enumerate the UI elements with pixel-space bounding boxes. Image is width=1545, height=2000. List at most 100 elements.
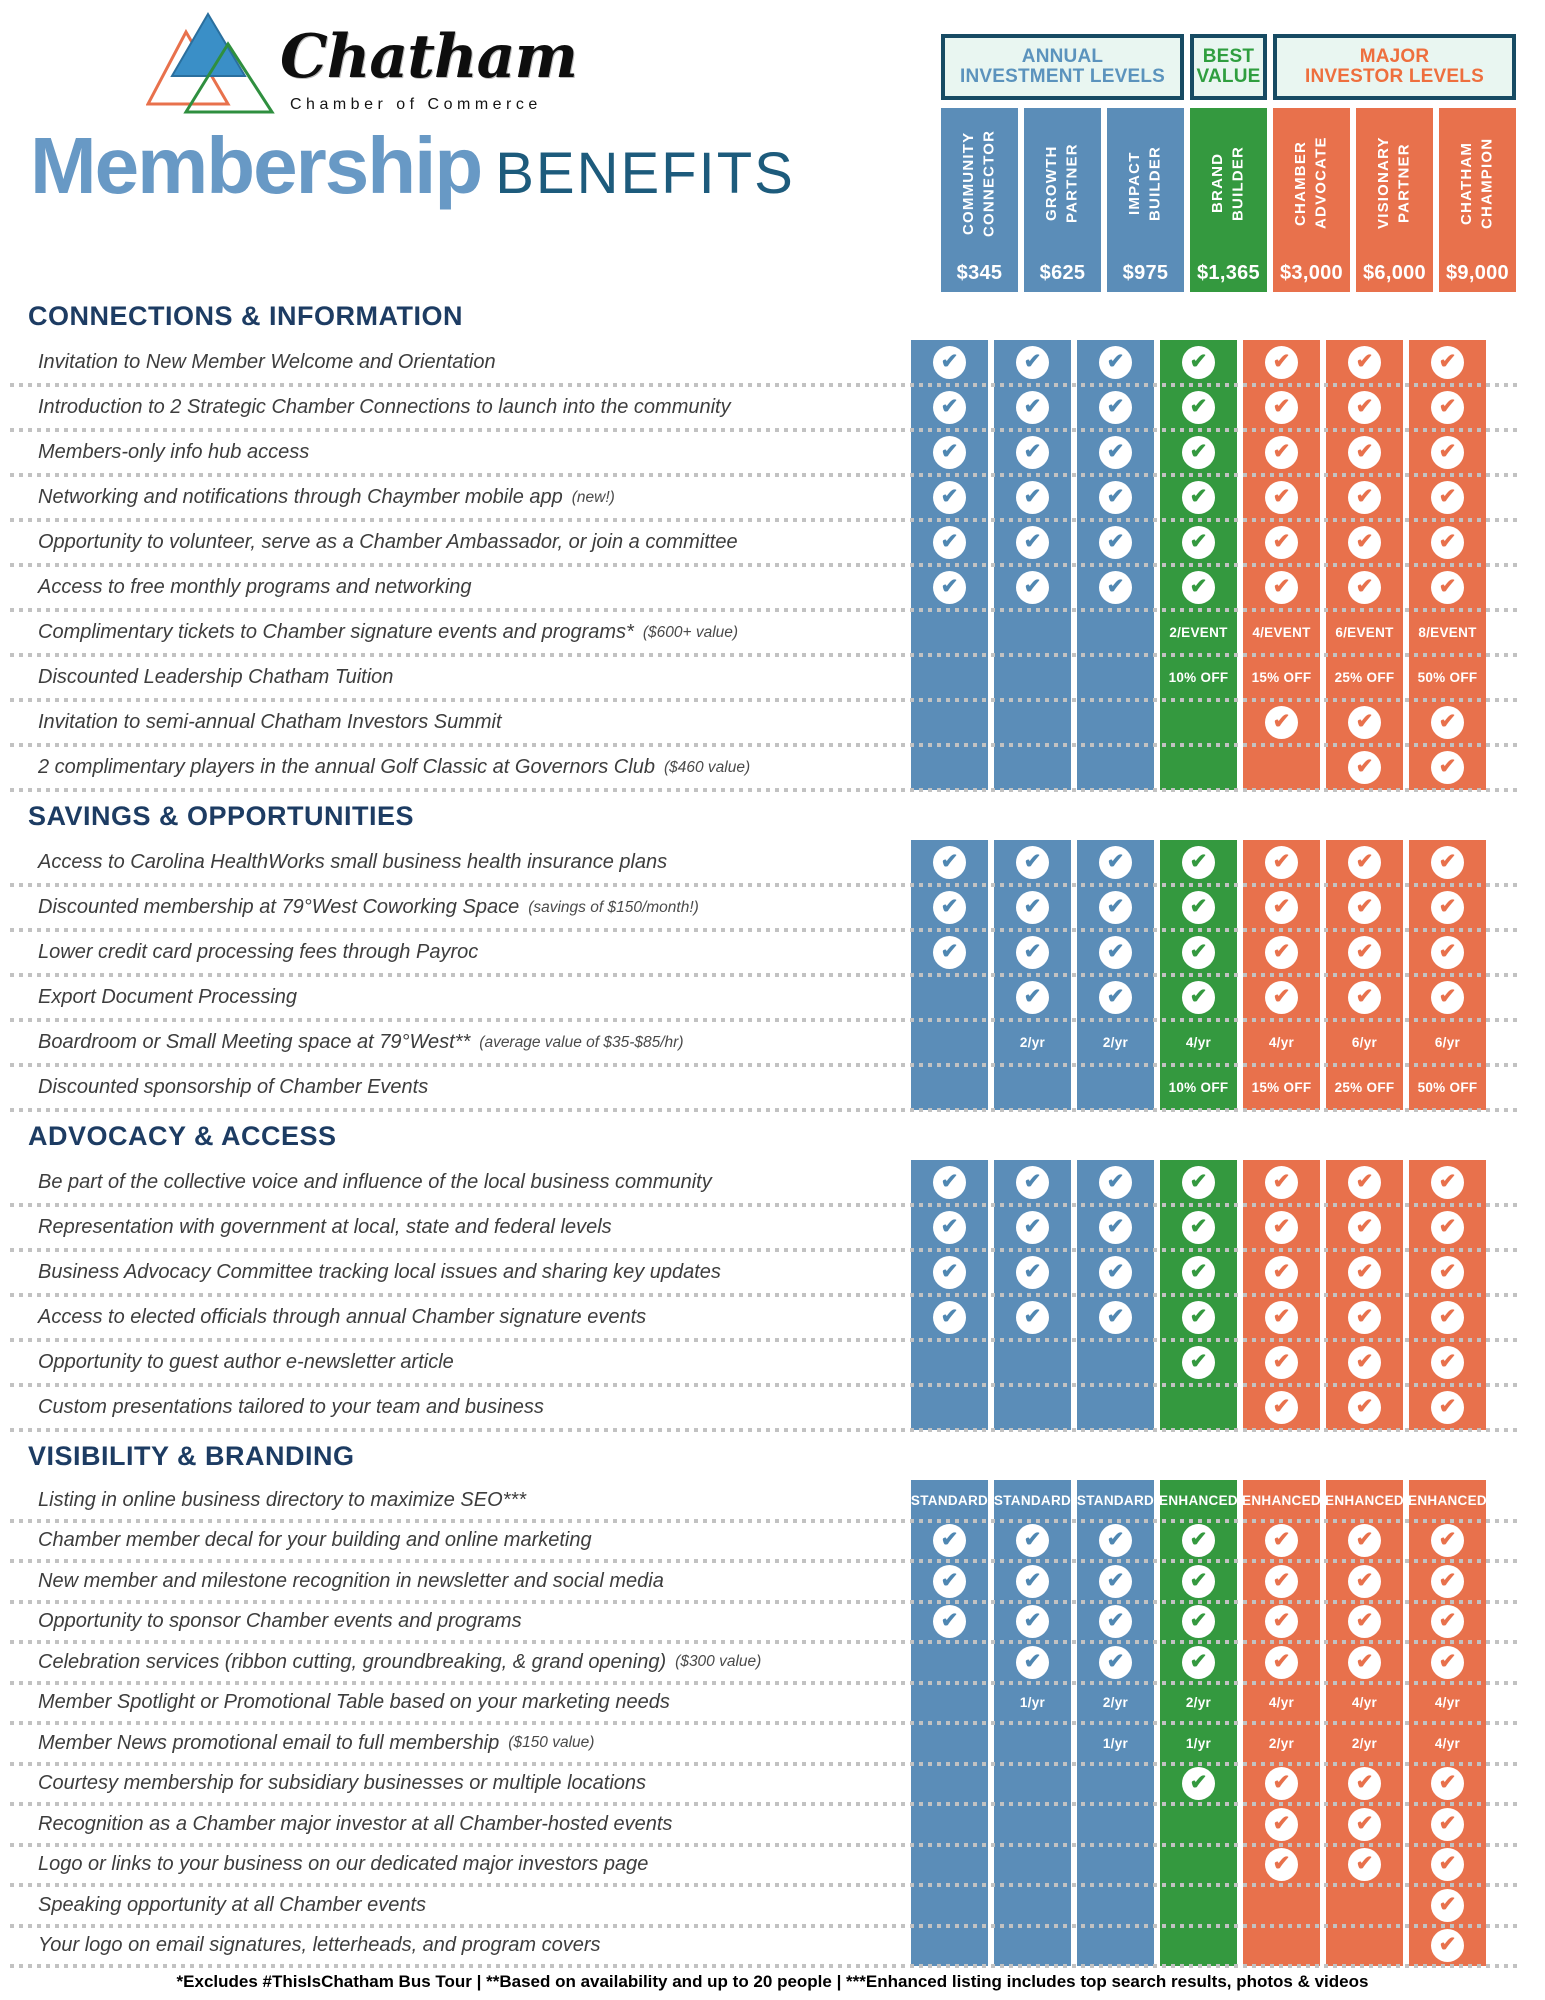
benefit-label-text: Opportunity to volunteer, serve as a Cha… [38,531,738,553]
check-mark: ✔ [1023,1609,1042,1633]
benefit-label: Boardroom or Small Meeting space at 79°W… [0,1020,905,1065]
benefit-label: Recognition as a Chamber major investor … [0,1804,905,1845]
benefit-label-text: Member News promotional email to full me… [38,1731,500,1754]
check-icon: ✔ [1348,1391,1381,1424]
tier-cell: ✔ [1243,1520,1320,1561]
tier-cell: ✔ [1160,1295,1237,1340]
tier-cell: ✔ [1160,840,1237,885]
check-mark: ✔ [1438,575,1457,598]
check-icon: ✔ [1099,1645,1132,1679]
tier-cell: ✔ [994,1160,1071,1205]
benefit-label-text: New member and milestone recognition in … [38,1569,664,1592]
tier-cell [911,1844,988,1885]
benefit-row: Member Spotlight or Promotional Table ba… [0,1682,1545,1725]
benefit-note: (new!) [571,488,615,506]
tier-cell: ✔ [1409,430,1486,475]
check-mark: ✔ [1355,485,1374,508]
tier-cell: ✔ [1077,1295,1154,1340]
tier-cell: ✔ [1326,340,1403,385]
check-mark: ✔ [1438,985,1457,1008]
benefit-label: 2 complimentary players in the annual Go… [0,745,905,790]
check-mark: ✔ [1272,1771,1291,1795]
benefit-label: Celebration services (ribbon cutting, gr… [0,1642,905,1683]
tier-cell: ✔ [911,1561,988,1602]
check-mark: ✔ [1355,530,1374,553]
check-icon: ✔ [1348,751,1381,784]
footnote: *Excludes #ThisIsChatham Bus Tour | **Ba… [176,1972,1369,1991]
tier-cell: ENHANCED [1408,1480,1487,1521]
benefit-row: Boardroom or Small Meeting space at 79°W… [0,1020,1545,1067]
tier-cell [1243,1885,1320,1926]
check-icon: ✔ [1016,1211,1049,1244]
check-mark: ✔ [1189,1350,1208,1373]
benefit-label: Invitation to New Member Welcome and Ori… [0,340,905,385]
tier-cell: ✔ [1409,1295,1486,1340]
cell-value: 15% OFF [1251,1080,1312,1095]
check-icon: ✔ [1016,571,1049,604]
tier-cell: ✔ [1326,475,1403,520]
tier-cell: ✔ [1326,1561,1403,1602]
check-icon: ✔ [1348,571,1381,604]
check-icon: ✔ [933,481,966,514]
check-icon: ✔ [1182,1767,1215,1801]
tier-cell: ✔ [1243,385,1320,430]
check-icon: ✔ [1431,481,1464,514]
cell-value: 2/yr [1102,1695,1129,1711]
cell-value: 4/yr [1434,1695,1461,1711]
tier-cell: ENHANCED [1242,1480,1321,1521]
check-mark: ✔ [1272,850,1291,873]
check-icon: ✔ [1265,1301,1298,1334]
benefit-label: Representation with government at local,… [0,1205,905,1250]
cell-value: 4/yr [1351,1695,1378,1711]
tier-cell: ✔ [1409,840,1486,885]
check-icon: ✔ [1099,1166,1132,1199]
check-mark: ✔ [1106,485,1125,508]
tier-cell: ✔ [994,1295,1071,1340]
check-icon: ✔ [1182,526,1215,559]
tier-cell [994,745,1071,790]
tier-group-label: INVESTMENT LEVELS [959,66,1166,87]
benefit-note: ($150 value) [508,1734,595,1752]
check-icon: ✔ [1348,981,1381,1014]
tier-cell: ✔ [911,930,988,975]
tier-cell: ✔ [911,1520,988,1561]
check-icon: ✔ [1431,751,1464,784]
check-icon: ✔ [1265,1256,1298,1289]
check-mark: ✔ [940,1528,959,1552]
tier-cell: ✔ [1409,1642,1486,1683]
check-icon: ✔ [1016,1301,1049,1334]
check-icon: ✔ [1182,481,1215,514]
check-icon: ✔ [1431,1929,1464,1963]
benefit-label: Members-only info hub access [0,430,905,475]
benefits-table: CONNECTIONS & INFORMATION Invitation to N… [0,300,1545,1968]
benefit-label: Speaking opportunity at all Chamber even… [0,1885,905,1926]
check-icon: ✔ [1431,1211,1464,1244]
check-icon: ✔ [1265,1524,1298,1558]
tier-cell: ✔ [994,975,1071,1020]
tier-cell: ✔ [1077,1520,1154,1561]
tier-cell: ✔ [1326,840,1403,885]
tier-cell: ✔ [1243,885,1320,930]
tier-cell [1077,610,1154,655]
check-mark: ✔ [940,940,959,963]
check-mark: ✔ [1189,350,1208,373]
benefit-label-text: Access to Carolina HealthWorks small bus… [38,851,668,873]
benefit-label-text: Boardroom or Small Meeting space at 79°W… [38,1031,471,1053]
tier-cell: 4/yr [1243,1020,1320,1065]
check-icon: ✔ [1016,846,1049,879]
tier-cell: ✔ [911,1160,988,1205]
check-icon: ✔ [1431,1645,1464,1679]
check-mark: ✔ [1272,395,1291,418]
check-icon: ✔ [1431,1888,1464,1922]
tier-cell: ✔ [1409,1520,1486,1561]
check-icon: ✔ [933,571,966,604]
check-icon: ✔ [1099,1524,1132,1558]
cell-value: 50% OFF [1417,1080,1478,1095]
tier-cell: ✔ [1160,1160,1237,1205]
tier-cell: ✔ [1077,930,1154,975]
check-icon: ✔ [1099,391,1132,424]
check-icon: ✔ [1348,706,1381,739]
check-icon: ✔ [1099,526,1132,559]
tier-column-header: IMPACT BUILDER $975 [1107,108,1184,292]
cell-value: 15% OFF [1251,670,1312,685]
